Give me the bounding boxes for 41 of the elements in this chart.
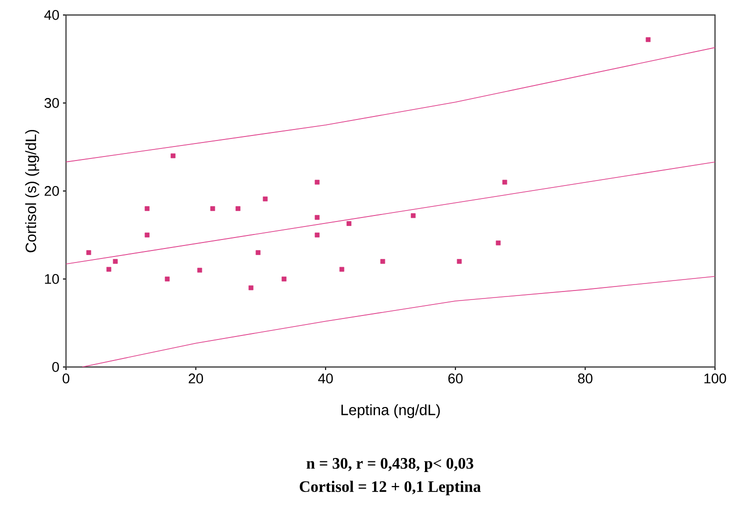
point [86, 250, 92, 255]
point [256, 250, 260, 255]
point [197, 268, 202, 273]
point [248, 285, 254, 290]
point [164, 276, 170, 282]
line-series [82, 276, 716, 367]
point [112, 259, 118, 264]
y-tick-label: 20 [44, 186, 59, 196]
x-tick-label: 40 [318, 374, 333, 384]
y-tick-label: 30 [44, 98, 59, 108]
point [144, 232, 150, 238]
text: n = 30, r = 0,438, p< 0,03 [306, 458, 474, 472]
point [170, 153, 176, 158]
y-tick-label: 0 [52, 362, 59, 372]
point [502, 180, 508, 185]
x-tick-label: 20 [188, 374, 204, 384]
x-axis-title: Leptina (ng/dL) [341, 404, 440, 418]
point [380, 259, 386, 264]
x-tick-label: 100 [704, 374, 726, 384]
point [456, 259, 462, 264]
x-tick-label: 60 [448, 374, 463, 384]
point [262, 196, 268, 202]
y-axis-title: Cortisol (s) (µg/dL) [25, 130, 40, 252]
point [346, 221, 352, 226]
y-tick-label: 10 [45, 274, 59, 284]
point [144, 206, 150, 211]
point [496, 240, 501, 246]
point [410, 213, 416, 218]
point [236, 206, 240, 211]
x-tick-label: 0 [62, 374, 70, 384]
point [210, 206, 216, 211]
point [339, 266, 344, 272]
point [106, 266, 112, 272]
point [314, 232, 320, 238]
point [314, 180, 320, 185]
y-tick-label: 40 [44, 10, 59, 20]
point [314, 215, 320, 220]
point [646, 37, 651, 42]
point [282, 276, 286, 282]
x-tick-label: 80 [578, 374, 592, 384]
text: Cortisol = 12 + 0,1 Leptina [300, 480, 481, 496]
